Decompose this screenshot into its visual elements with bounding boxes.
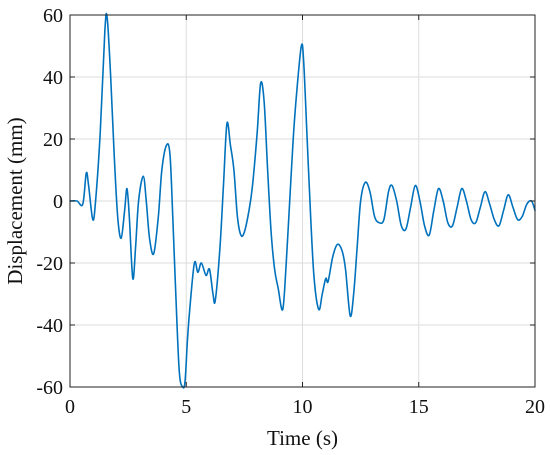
x-tick-label: 15 [409,396,429,418]
y-tick-label: 60 [43,5,63,27]
displacement-series-line [69,12,536,389]
y-tick-label: -20 [36,253,63,275]
grid-lines [69,14,536,388]
x-tick-label: 5 [181,396,191,418]
x-axis-title: Time (s) [267,426,338,450]
y-tick-label: 20 [43,129,63,151]
y-tick-label: -40 [36,315,63,337]
x-tick-label: 0 [65,396,75,418]
tick-labels: 0 5 10 15 20 -60 -40 -20 0 20 40 60 [36,5,545,418]
x-tick-label: 20 [525,396,545,418]
series-layer [69,12,536,389]
y-axis-title: Displacement (mm) [3,117,27,284]
y-tick-label: 0 [53,191,63,213]
y-tick-label: -60 [36,377,63,399]
x-tick-label: 10 [293,396,313,418]
tick-marks [69,14,536,388]
y-tick-label: 40 [43,67,63,89]
